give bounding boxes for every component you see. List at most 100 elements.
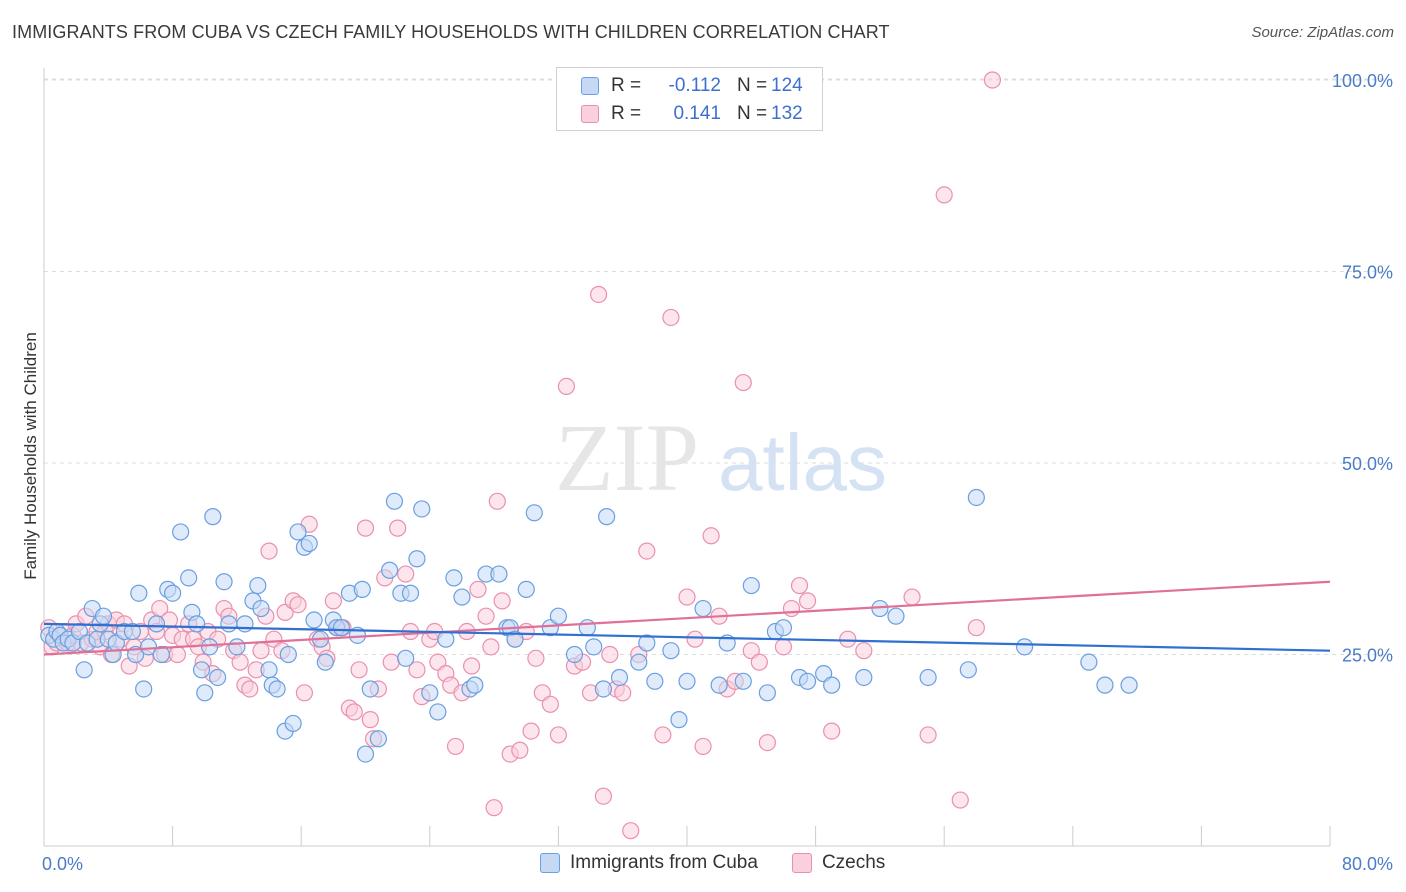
czechs-point (678, 588, 696, 606)
czechs-point (408, 661, 426, 679)
y-tick-labels: 25.0% 50.0% 75.0% 100.0% (1332, 71, 1393, 666)
czechs-point (295, 684, 314, 702)
bottom-legend-label-cuba: Immigrants from Cuba (570, 852, 758, 873)
legend-swatch-cuba (581, 77, 599, 95)
legend-n-label: N = (737, 75, 768, 96)
cuba-point (1096, 676, 1114, 694)
cuba-point (215, 573, 233, 591)
cuba-point (959, 661, 977, 679)
czechs-point (231, 653, 249, 671)
cuba-point (284, 714, 302, 733)
czechs-point (790, 576, 809, 595)
cuba-point (549, 607, 568, 625)
cuba-point (408, 550, 426, 568)
watermark-zip: ZIP (555, 404, 699, 511)
czechs-point (541, 695, 559, 713)
czechs-point (345, 703, 363, 721)
cuba-point (1080, 653, 1098, 671)
cuba-point (823, 676, 841, 694)
cuba-point (734, 672, 752, 690)
legend-r-value-cuba: -0.112 (668, 75, 721, 96)
cuba-point (188, 615, 206, 633)
bottom-legend: Immigrants from Cuba Czechs (540, 852, 919, 874)
bottom-legend-item-czechs: Czechs (791, 852, 885, 874)
czechs-point (260, 542, 278, 560)
x-tick-label-max: 80.0% (1342, 854, 1393, 874)
cuba-point (506, 630, 524, 648)
cuba-point (594, 680, 613, 698)
cuba-point (209, 668, 227, 687)
legend: R = -0.112 N = 124 R = 0.141 N = 132 (556, 67, 823, 131)
cuba-point (401, 584, 420, 602)
cuba-point (260, 661, 278, 679)
cuba-point (578, 619, 596, 637)
czechs-point (919, 726, 937, 744)
cuba-point (152, 645, 170, 664)
czechs-point (839, 630, 857, 648)
czechs-point (758, 733, 776, 752)
cuba-point (967, 488, 985, 507)
czechs-point (594, 787, 613, 805)
czechs-point (601, 645, 619, 664)
czechs-point (324, 592, 342, 610)
legend-r-value-czechs: 0.141 (673, 103, 721, 124)
czechs-point (482, 638, 500, 656)
czechs-point (252, 642, 270, 660)
czechs-point (967, 619, 985, 637)
legend-row-cuba: R = -0.112 N = 124 (581, 73, 803, 99)
czechs-point (382, 653, 400, 671)
cuba-point (774, 619, 793, 637)
cuba-point (123, 622, 142, 641)
cuba-point (1015, 638, 1034, 656)
cuba-point (742, 576, 760, 595)
cuba-point (429, 703, 447, 721)
czechs-point (549, 726, 568, 744)
cuba-point (130, 584, 148, 602)
cuba-point (252, 599, 270, 618)
legend-n-value-cuba: 124 (771, 75, 803, 96)
cuba-point (758, 684, 776, 702)
cuba-point (172, 523, 190, 541)
czechs-point (654, 726, 672, 744)
cuba-point (180, 569, 198, 587)
czechs-point (935, 186, 953, 204)
czechs-point (485, 799, 503, 817)
cuba-point (249, 576, 267, 595)
cuba-point (646, 672, 664, 690)
czechs-point (522, 722, 540, 740)
czechs-point (446, 737, 465, 756)
cuba-point (397, 649, 415, 667)
cuba-point (585, 638, 603, 656)
czechs-point (798, 592, 817, 610)
cuba-points (40, 488, 1138, 763)
czechs-point (983, 71, 1002, 89)
cuba-point (94, 607, 113, 625)
czechs-point (289, 596, 307, 614)
cuba-point (200, 638, 219, 656)
cuba-point (353, 580, 371, 598)
cuba-point (300, 534, 318, 553)
cuba-point (289, 523, 307, 541)
czechs-point (493, 592, 511, 610)
y-tick-label: 25.0% (1342, 646, 1393, 666)
czechs-point (823, 722, 841, 740)
czechs-point (589, 285, 608, 304)
legend-n-label: N = (737, 103, 768, 124)
cuba-point (445, 569, 463, 587)
x-tick-label-min: 0.0% (42, 854, 83, 874)
czechs-point (662, 308, 680, 327)
cuba-point (369, 730, 387, 748)
cuba-point (279, 645, 297, 664)
czechs-point (702, 527, 720, 545)
cuba-point (413, 500, 431, 518)
cuba-point (630, 653, 648, 671)
bottom-legend-swatch-cuba (540, 853, 560, 873)
cuba-point (381, 561, 399, 579)
cuba-point (220, 615, 238, 633)
czechs-point (397, 565, 415, 583)
cuba-point (268, 680, 286, 698)
cuba-point (204, 508, 222, 526)
czechs-point (389, 519, 407, 537)
czechs-point (356, 519, 375, 537)
cuba-point (517, 580, 535, 598)
